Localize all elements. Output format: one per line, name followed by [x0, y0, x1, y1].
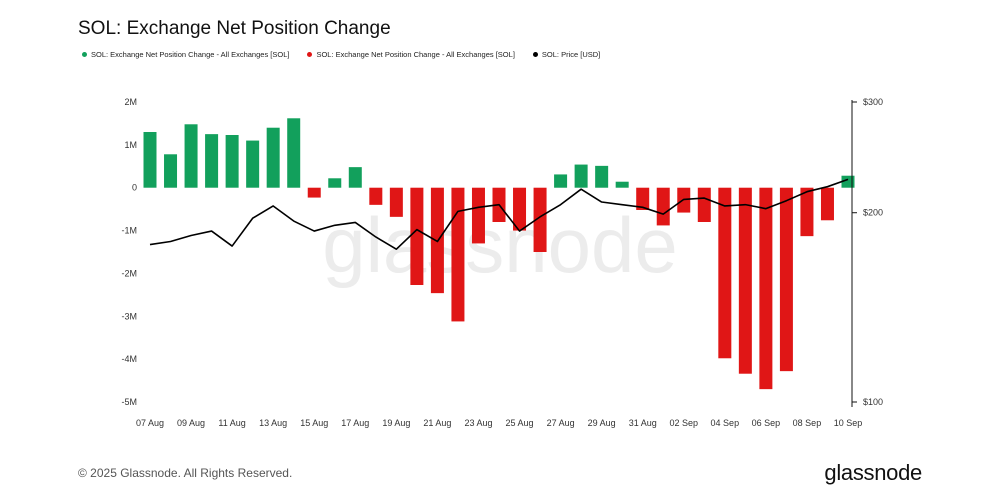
y-right-tick-label: $200 [863, 208, 883, 218]
bar-09-sep [820, 187, 834, 221]
bar-18-aug [369, 187, 383, 205]
bars-layer [143, 118, 855, 390]
x-tick-label: 02 Sep [669, 418, 698, 428]
x-tick-label: 23 Aug [464, 418, 492, 428]
bar-08-sep [800, 187, 814, 237]
y-left-tick-label: -3M [122, 311, 138, 321]
y-left-tick-label: 2M [124, 97, 137, 107]
glassnode-logo: glassnode [824, 460, 922, 485]
bar-31-aug [636, 187, 650, 210]
axes-layer: 2M 1M 0 -1M -2M -3M -4M -5M $300 $200 $100 07 Aug 09… [122, 97, 884, 428]
x-tick-label: 13 Aug [259, 418, 287, 428]
x-tick-label: 21 Aug [423, 418, 451, 428]
y-left-tick-label: -2M [122, 268, 138, 278]
y-left-tick-label: -5M [122, 397, 138, 407]
y-right-tick-label: $300 [863, 97, 883, 107]
x-tick-label: 27 Aug [547, 418, 575, 428]
bar-11-aug [225, 135, 239, 188]
legend-label: SOL: Exchange Net Position Change - All … [316, 50, 515, 59]
bar-07-aug [143, 132, 157, 188]
y-right-tick-label: $100 [863, 397, 883, 407]
bar-15-aug [307, 187, 321, 198]
legend-red-dot-icon [307, 52, 313, 57]
bar-30-aug [615, 181, 629, 188]
x-tick-label: 08 Sep [793, 418, 822, 428]
y-left-tick-label: 0 [132, 183, 137, 193]
bar-16-aug [328, 178, 342, 188]
bar-09-aug [184, 124, 198, 188]
legend-item-inflow[interactable]: SOL: Exchange Net Position Change - All … [82, 50, 289, 59]
bar-26-aug [533, 187, 547, 252]
bar-04-sep [718, 187, 732, 359]
bar-29-aug [595, 165, 609, 188]
bar-27-aug [554, 174, 568, 188]
legend-item-outflow[interactable]: SOL: Exchange Net Position Change - All … [307, 50, 515, 59]
x-tick-label: 19 Aug [382, 418, 410, 428]
bar-12-aug [246, 140, 260, 188]
legend-label: SOL: Price [USD] [541, 50, 601, 59]
copyright-text: © 2025 Glassnode. All Rights Reserved. [78, 466, 293, 480]
bar-05-sep [738, 187, 752, 374]
x-tick-label: 06 Sep [752, 418, 781, 428]
legend-black-dot-icon [532, 52, 538, 57]
legend-green-dot-icon [82, 52, 87, 57]
y-left-tick-label: -1M [122, 226, 138, 236]
bar-17-aug [348, 167, 362, 188]
x-tick-label: 07 Aug [136, 418, 164, 428]
bar-10-aug [205, 134, 219, 188]
legend-item-price[interactable]: SOL: Price [USD] [532, 50, 601, 59]
bar-13-aug [266, 127, 280, 188]
bar-10-sep [841, 175, 855, 188]
bar-22-aug [451, 187, 465, 322]
bar-03-sep [697, 187, 711, 222]
bar-23-aug [471, 187, 485, 244]
bar-01-sep [656, 187, 670, 226]
x-tick-label: 09 Aug [177, 418, 205, 428]
price-layer [149, 178, 849, 250]
bar-19-aug [389, 187, 403, 217]
x-tick-label: 11 Aug [218, 418, 245, 428]
x-tick-label: 31 Aug [629, 418, 657, 428]
bar-14-aug [287, 118, 301, 188]
bar-20-aug [410, 187, 424, 285]
chart-legend: SOL: Exchange Net Position Change - All … [82, 50, 600, 59]
x-tick-label: 10 Sep [834, 418, 863, 428]
chart-title: SOL: Exchange Net Position Change [78, 18, 391, 39]
x-tick-label: 25 Aug [506, 418, 534, 428]
x-tick-label: 04 Sep [711, 418, 740, 428]
legend-label: SOL: Exchange Net Position Change - All … [91, 50, 290, 59]
price-line [149, 178, 849, 250]
bar-08-aug [164, 154, 178, 188]
x-tick-label: 29 Aug [588, 418, 616, 428]
bar-06-sep [759, 187, 773, 390]
bar-07-sep [779, 187, 793, 372]
x-tick-label: 17 Aug [341, 418, 369, 428]
y-left-tick-label: 1M [124, 140, 137, 150]
bar-25-aug [513, 187, 527, 231]
bar-28-aug [574, 164, 588, 188]
x-tick-label: 15 Aug [300, 418, 328, 428]
y-left-tick-label: -4M [122, 354, 138, 364]
